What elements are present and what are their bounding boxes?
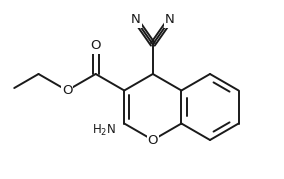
Text: N: N [131, 13, 141, 26]
Text: O: O [62, 84, 72, 97]
Text: H$_2$N: H$_2$N [92, 123, 116, 138]
Text: O: O [90, 39, 101, 52]
Text: O: O [148, 134, 158, 146]
Text: N: N [165, 13, 175, 26]
